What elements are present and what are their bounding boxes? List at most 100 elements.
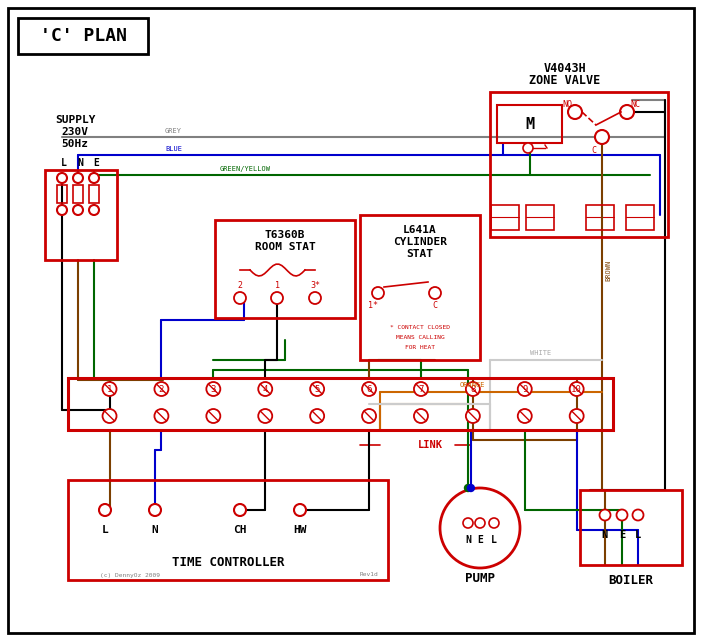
Text: T6360B: T6360B (265, 230, 305, 240)
Circle shape (362, 409, 376, 423)
Circle shape (440, 488, 520, 568)
Text: 1: 1 (274, 281, 279, 290)
Text: 3: 3 (211, 385, 216, 394)
Circle shape (154, 382, 168, 396)
Text: TIME CONTROLLER: TIME CONTROLLER (172, 556, 284, 569)
Text: M: M (525, 117, 534, 131)
Circle shape (523, 143, 533, 153)
Circle shape (89, 173, 99, 183)
Text: 5: 5 (314, 385, 320, 394)
Text: WHITE: WHITE (530, 350, 551, 356)
Circle shape (414, 382, 428, 396)
Circle shape (102, 409, 117, 423)
Circle shape (234, 504, 246, 516)
Circle shape (89, 205, 99, 215)
Text: 1*: 1* (368, 301, 378, 310)
Text: E: E (93, 158, 99, 168)
Circle shape (206, 382, 220, 396)
Circle shape (57, 205, 67, 215)
Text: 8: 8 (470, 385, 475, 394)
Text: 2: 2 (237, 281, 242, 290)
Circle shape (57, 173, 67, 183)
Text: NO: NO (562, 99, 572, 108)
Text: C: C (432, 301, 437, 310)
Circle shape (468, 485, 475, 492)
Text: 6: 6 (366, 385, 372, 394)
Circle shape (616, 510, 628, 520)
Circle shape (414, 409, 428, 423)
Text: LINK: LINK (418, 440, 442, 450)
Text: 2: 2 (159, 385, 164, 394)
Circle shape (600, 510, 611, 520)
Text: MEANS CALLING: MEANS CALLING (396, 335, 444, 340)
Circle shape (466, 382, 480, 396)
Text: * CONTACT CLOSED: * CONTACT CLOSED (390, 324, 450, 329)
Text: HW: HW (293, 525, 307, 535)
Text: (c) DennyOz 2009: (c) DennyOz 2009 (100, 572, 160, 578)
Circle shape (154, 409, 168, 423)
Text: V4043H: V4043H (543, 62, 586, 74)
Text: GREEN/YELLOW: GREEN/YELLOW (220, 166, 271, 172)
Text: FOR HEAT: FOR HEAT (405, 344, 435, 349)
Text: L: L (61, 158, 67, 168)
Circle shape (362, 382, 376, 396)
Text: BOILER: BOILER (609, 574, 654, 588)
Circle shape (73, 205, 83, 215)
Text: 4: 4 (263, 385, 268, 394)
Circle shape (258, 409, 272, 423)
Circle shape (206, 409, 220, 423)
Text: BLUE: BLUE (165, 146, 182, 152)
Circle shape (633, 510, 644, 520)
Circle shape (465, 485, 472, 492)
Circle shape (271, 292, 283, 304)
Circle shape (489, 518, 499, 528)
Circle shape (99, 504, 111, 516)
Text: 7: 7 (418, 385, 423, 394)
Circle shape (463, 518, 473, 528)
Text: NC: NC (630, 99, 640, 108)
Text: STAT: STAT (406, 249, 434, 259)
Text: 1: 1 (107, 385, 112, 394)
Circle shape (258, 382, 272, 396)
Circle shape (429, 287, 441, 299)
Text: 3*: 3* (310, 281, 320, 290)
Text: N: N (602, 530, 608, 540)
Text: L: L (491, 535, 497, 545)
Text: N: N (152, 525, 159, 535)
Text: L: L (635, 530, 641, 540)
Text: BROWN: BROWN (605, 260, 611, 281)
Circle shape (372, 287, 384, 299)
Text: 230V: 230V (62, 127, 88, 137)
Text: ROOM STAT: ROOM STAT (255, 242, 315, 252)
Text: Rev1d: Rev1d (359, 572, 378, 578)
Text: PUMP: PUMP (465, 572, 495, 585)
Circle shape (568, 105, 582, 119)
Text: 9: 9 (522, 385, 527, 394)
Circle shape (73, 173, 83, 183)
Circle shape (310, 409, 324, 423)
Text: 10: 10 (571, 385, 582, 394)
Circle shape (309, 292, 321, 304)
Circle shape (475, 518, 485, 528)
Text: CYLINDER: CYLINDER (393, 237, 447, 247)
Circle shape (102, 382, 117, 396)
Circle shape (294, 504, 306, 516)
Text: ZONE VALVE: ZONE VALVE (529, 74, 601, 87)
Text: SUPPLY: SUPPLY (55, 115, 95, 125)
Circle shape (569, 382, 583, 396)
Text: E: E (619, 530, 625, 540)
Circle shape (518, 382, 531, 396)
Circle shape (234, 292, 246, 304)
Text: N: N (465, 535, 471, 545)
Circle shape (310, 382, 324, 396)
Text: GREY: GREY (165, 128, 182, 134)
Circle shape (518, 409, 531, 423)
Circle shape (595, 130, 609, 144)
Text: 'C' PLAN: 'C' PLAN (39, 27, 126, 45)
Circle shape (466, 409, 480, 423)
Text: E: E (477, 535, 483, 545)
Circle shape (620, 105, 634, 119)
Text: L: L (102, 525, 108, 535)
Text: C: C (592, 146, 597, 154)
Text: L641A: L641A (403, 225, 437, 235)
